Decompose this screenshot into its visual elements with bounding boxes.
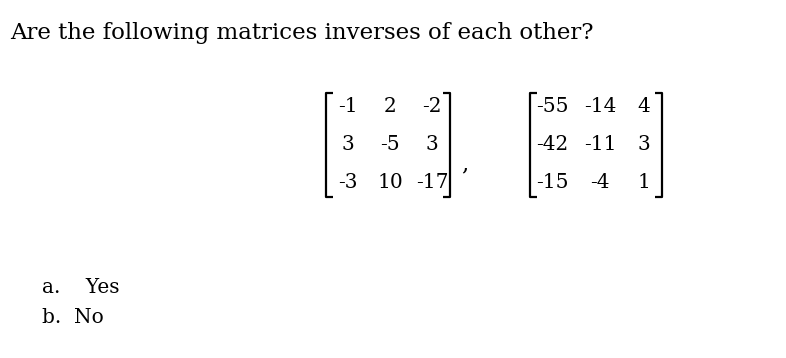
Text: ,: , xyxy=(461,153,468,175)
Text: 3: 3 xyxy=(342,135,354,155)
Text: -14: -14 xyxy=(584,97,616,116)
Text: 4: 4 xyxy=(637,97,650,116)
Text: -55: -55 xyxy=(536,97,568,116)
Text: Are the following matrices inverses of each other?: Are the following matrices inverses of e… xyxy=(10,22,593,44)
Text: 10: 10 xyxy=(377,174,403,193)
Text: a.    Yes: a. Yes xyxy=(42,278,119,297)
Text: -1: -1 xyxy=(338,97,358,116)
Text: 3: 3 xyxy=(426,135,439,155)
Text: -15: -15 xyxy=(536,174,568,193)
Text: -3: -3 xyxy=(338,174,358,193)
Text: 3: 3 xyxy=(637,135,650,155)
Text: b.  No: b. No xyxy=(42,308,104,327)
Text: 1: 1 xyxy=(637,174,651,193)
Text: -11: -11 xyxy=(584,135,616,155)
Text: 2: 2 xyxy=(384,97,396,116)
Text: -17: -17 xyxy=(416,174,448,193)
Text: -2: -2 xyxy=(422,97,442,116)
Text: -42: -42 xyxy=(536,135,568,155)
Text: -5: -5 xyxy=(380,135,400,155)
Text: -4: -4 xyxy=(590,174,610,193)
